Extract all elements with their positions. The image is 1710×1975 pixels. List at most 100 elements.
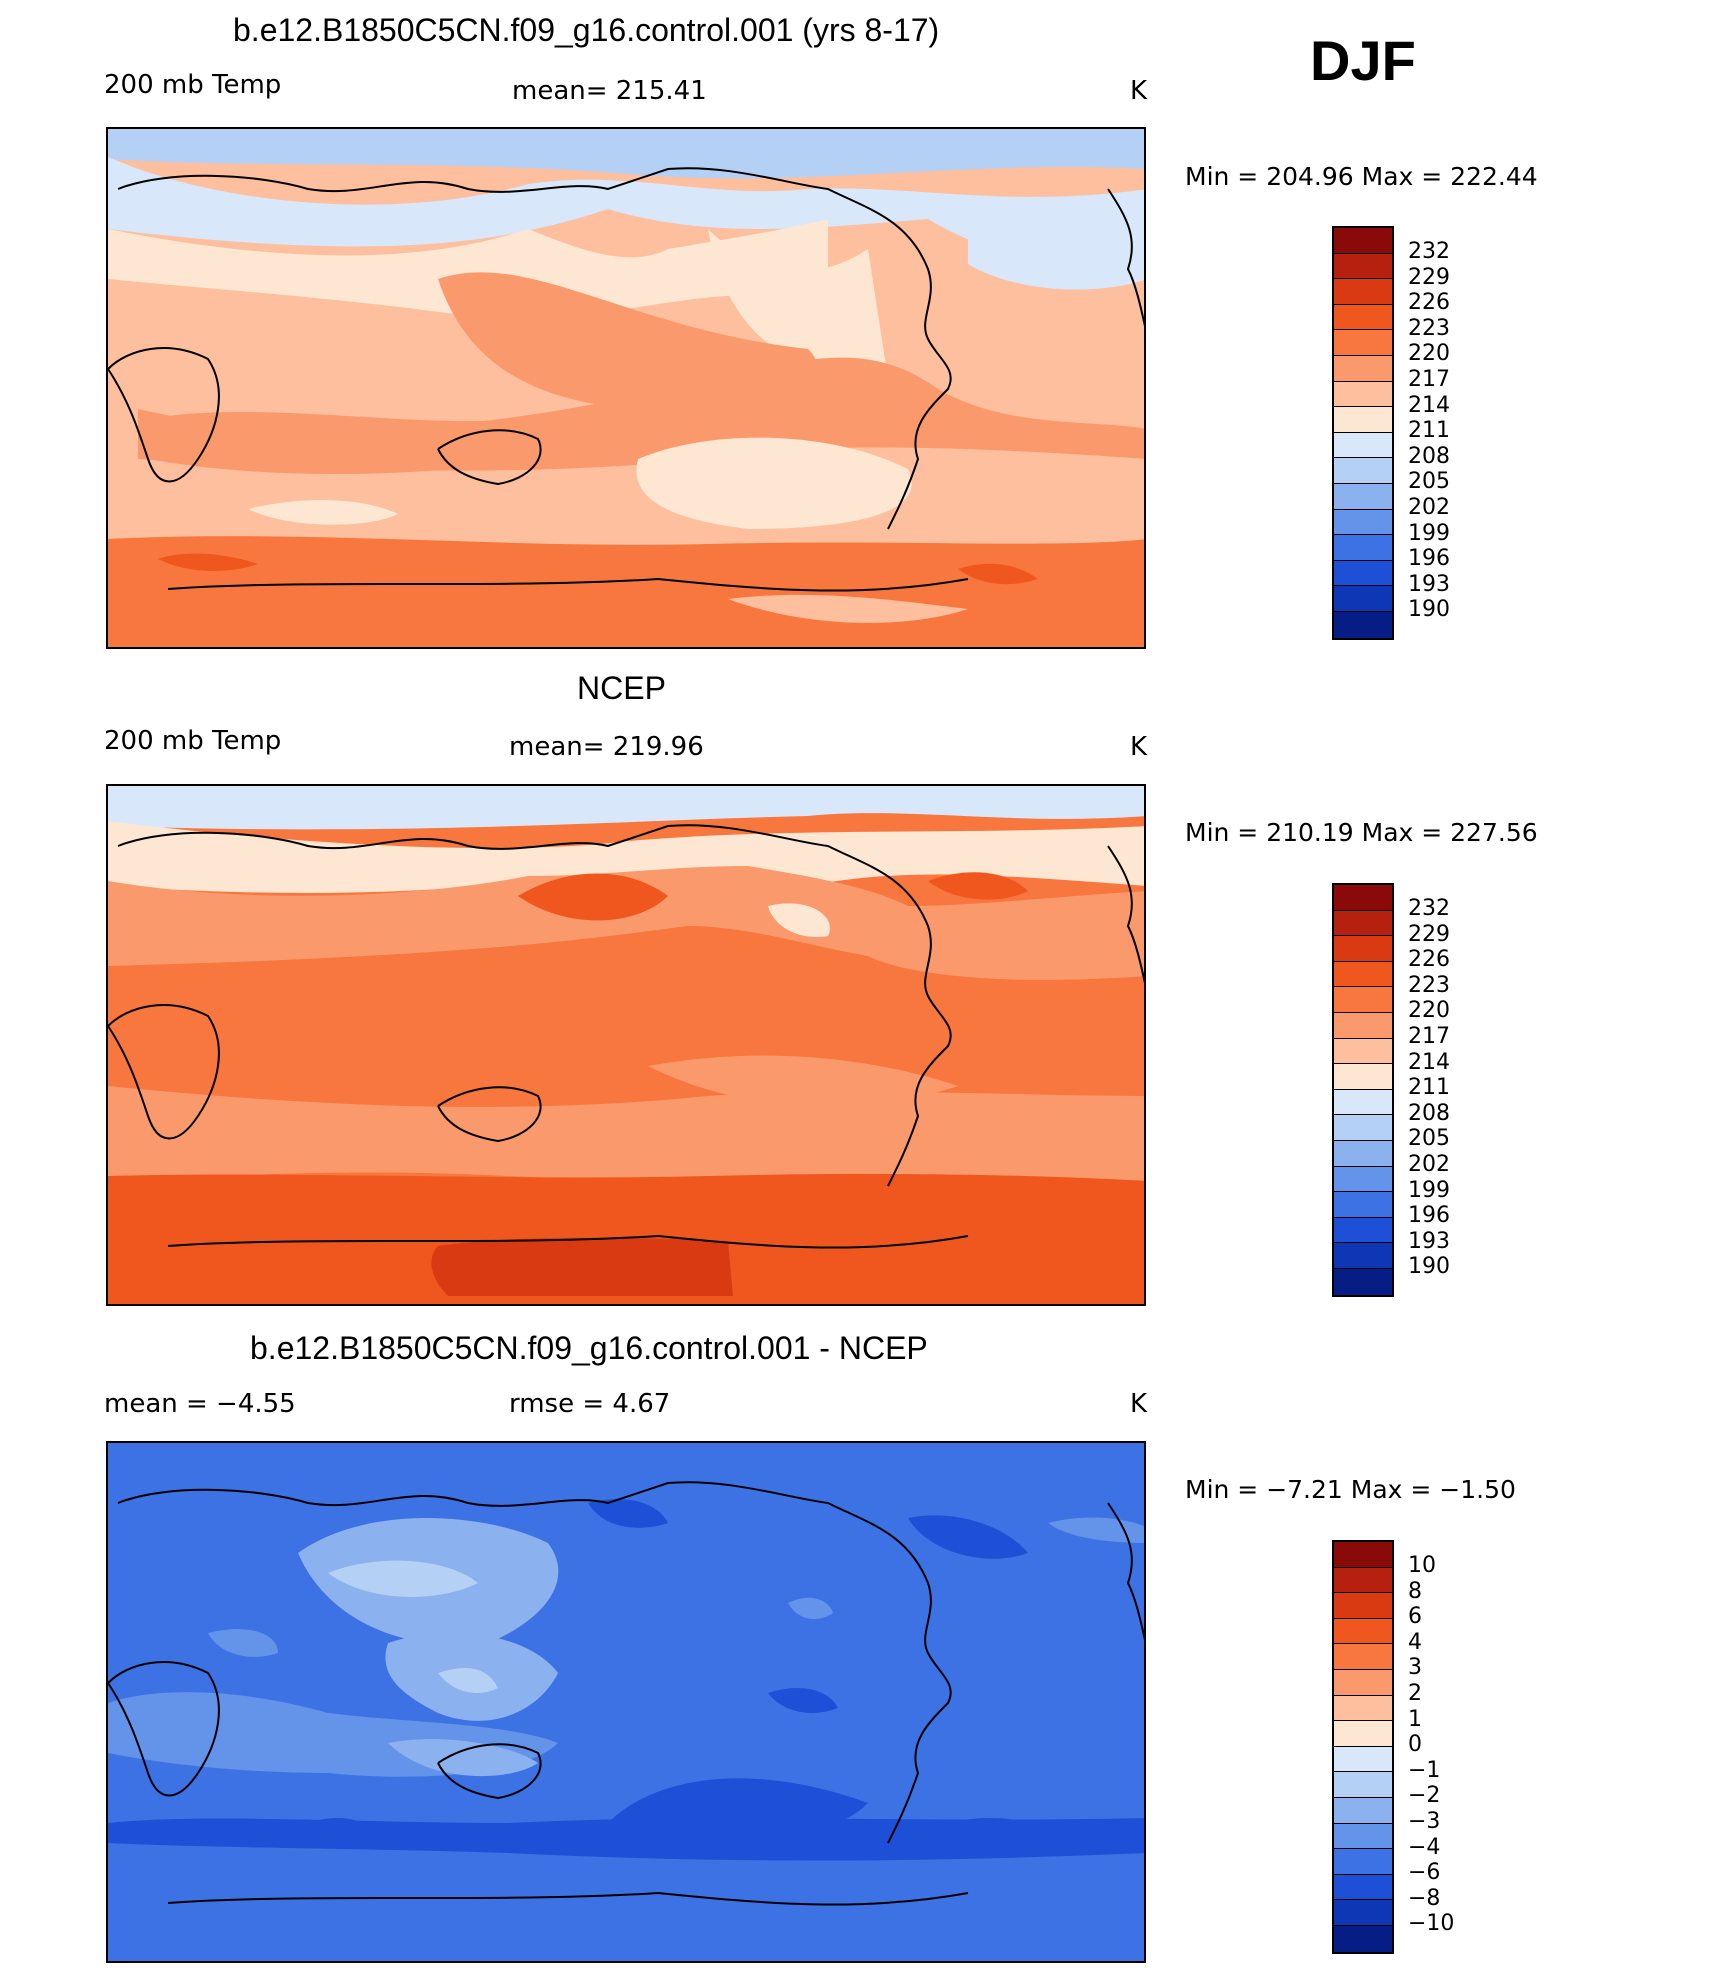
panel-title: NCEP [577,670,666,706]
colorbar-tick-label: 211 [1408,1075,1450,1101]
map-canvas [108,129,1144,647]
colorbar-tick-label: 199 [1408,1177,1450,1203]
colorbar-tick-label: 223 [1408,315,1450,341]
colorbar-tick-label: 214 [1408,392,1450,418]
colorbar-cell [1334,1012,1392,1039]
colorbar-cell [1334,228,1392,254]
colorbar-cell [1334,1593,1392,1619]
colorbar-tick-label: 196 [1408,546,1450,572]
colorbar-cell [1334,355,1392,382]
colorbar-tick-label: 205 [1408,469,1450,495]
colorbar-tick-label: 214 [1408,1049,1450,1075]
colorbar-tick-label: 217 [1408,367,1450,392]
colorbar-cell [1334,910,1392,937]
colorbar-cell [1334,535,1392,561]
colorbar-tick-label: 226 [1408,947,1450,973]
colorbar-tick-label: 217 [1408,1024,1450,1049]
colorbar-cell [1334,1925,1392,1952]
colorbar-cell [1334,1567,1392,1594]
mean-label: mean= 215.41 [512,76,707,106]
colorbar-tick-label: 232 [1408,239,1450,264]
colorbar [1332,883,1394,1297]
colorbar-tick-label: 211 [1408,418,1450,444]
colorbar-cell [1334,1746,1392,1773]
colorbar-cell [1334,1849,1392,1875]
colorbar-cell [1334,1140,1392,1167]
variable-label: 200 mb Temp [104,70,282,100]
map-canvas [108,786,1144,1304]
colorbar-tick-label: 232 [1408,896,1450,921]
colorbar-cell [1334,1797,1392,1824]
colorbar-cell [1334,381,1392,408]
colorbar-cell [1334,1542,1392,1568]
colorbar-cell [1334,1217,1392,1244]
colorbar-tick-label: 6 [1408,1604,1422,1630]
colorbar-tick-label: 205 [1408,1126,1450,1152]
colorbar-tick-label: 1 [1408,1706,1422,1732]
min-max-label: Min = 210.19 Max = 227.56 [1185,818,1538,847]
colorbar-cell [1334,1038,1392,1065]
colorbar-cell [1334,1089,1392,1116]
colorbar-cell [1334,1166,1392,1193]
colorbar-cell [1334,1823,1392,1850]
map-canvas [108,1443,1144,1961]
colorbar-cell [1334,1115,1392,1141]
colorbar-cell [1334,1618,1392,1645]
colorbar-tick-label: −3 [1408,1809,1441,1834]
colorbar-cell [1334,586,1392,612]
colorbar [1332,226,1394,640]
colorbar-cell [1334,407,1392,433]
colorbar-tick-label: 208 [1408,1100,1450,1126]
colorbar-tick-label: 193 [1408,1228,1450,1254]
colorbar-cell [1334,1192,1392,1218]
temperature-map [106,127,1146,649]
colorbar-tick-label: 193 [1408,571,1450,597]
colorbar-cell [1334,279,1392,305]
colorbar-cell [1334,961,1392,988]
colorbar-tick-label: 3 [1408,1655,1422,1681]
colorbar-tick-label: 223 [1408,972,1450,998]
colorbar-tick-label: 10 [1408,1553,1436,1578]
difference-map [106,1441,1146,1963]
colorbar-tick-label: 202 [1408,495,1450,520]
colorbar-tick-label: 220 [1408,998,1450,1024]
colorbar-cell [1334,1669,1392,1696]
colorbar [1332,1540,1394,1954]
colorbar-tick-label: 196 [1408,1203,1450,1229]
colorbar-tick-label: −6 [1408,1860,1441,1886]
colorbar-tick-label: −10 [1408,1911,1455,1937]
colorbar-cell [1334,1874,1392,1901]
temperature-map [106,784,1146,1306]
colorbar-cell [1334,483,1392,510]
colorbar-cell [1334,987,1392,1013]
mean-label: mean= 219.96 [509,732,704,762]
colorbar-cell [1334,458,1392,484]
colorbar-cell [1334,1644,1392,1670]
variable-label: 200 mb Temp [104,726,282,756]
colorbar-tick-label: 202 [1408,1152,1450,1177]
panel-title: b.e12.B1850C5CN.f09_g16.control.001 (yrs… [233,12,940,48]
colorbar-cell [1334,1900,1392,1926]
colorbar-tick-label: 8 [1408,1578,1422,1604]
colorbar-cell [1334,936,1392,962]
colorbar-cell [1334,304,1392,331]
min-max-label: Min = −7.21 Max = −1.50 [1185,1475,1516,1504]
colorbar-tick-label: 190 [1408,597,1450,623]
colorbar-cell [1334,1695,1392,1722]
units-label: K [1130,1389,1148,1419]
colorbar-cell [1334,1268,1392,1295]
colorbar-cell [1334,611,1392,638]
colorbar-cell [1334,330,1392,356]
units-label: K [1130,76,1148,106]
colorbar-tick-label: −8 [1408,1885,1441,1911]
colorbar-tick-label: 199 [1408,520,1450,546]
colorbar-tick-label: 220 [1408,341,1450,367]
colorbar-cell [1334,253,1392,280]
colorbar-cell [1334,885,1392,911]
season-label: DJF [1310,29,1416,92]
panel-title: b.e12.B1850C5CN.f09_g16.control.001 - NC… [250,1330,928,1366]
colorbar-cell [1334,1772,1392,1798]
colorbar-tick-label: 0 [1408,1732,1422,1758]
colorbar-tick-label: 2 [1408,1681,1422,1706]
colorbar-tick-label: 4 [1408,1629,1422,1655]
